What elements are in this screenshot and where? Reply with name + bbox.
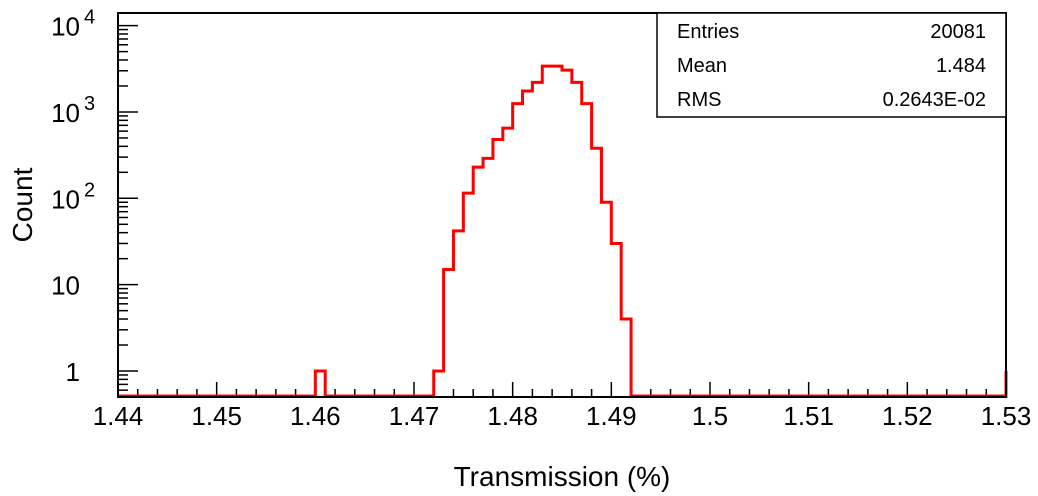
plot-frame bbox=[117, 12, 1007, 398]
stats-box-frame bbox=[656, 12, 1007, 118]
histogram-series bbox=[118, 64, 1008, 398]
x-tick-label: 1.51 bbox=[783, 401, 834, 431]
x-tick-label: 1.44 bbox=[93, 401, 144, 431]
stats-rms-label: RMS bbox=[677, 89, 721, 111]
y-axis-label: Count bbox=[7, 167, 38, 242]
x-tick-label: 1.5 bbox=[692, 401, 728, 431]
x-tick-label: 1.52 bbox=[882, 401, 933, 431]
stats-mean-label: Mean bbox=[677, 55, 727, 77]
x-tick-label: 1.49 bbox=[586, 401, 637, 431]
x-tick-label: 1.45 bbox=[191, 401, 242, 431]
stats-rms-value: 0.2643E-02 bbox=[883, 89, 986, 111]
y-tick-exponent: 4 bbox=[84, 7, 95, 29]
stats-entries-value: 20081 bbox=[930, 21, 986, 43]
y-tick-label: 10 bbox=[51, 98, 80, 128]
y-tick-label: 10 bbox=[51, 12, 80, 42]
x-axis-label: Transmission (%) bbox=[454, 461, 671, 492]
y-tick-label: 10 bbox=[51, 271, 80, 301]
y-tick-label: 1 bbox=[66, 357, 80, 387]
y-tick-exponent: 2 bbox=[84, 179, 95, 201]
stats-entries-label: Entries bbox=[677, 21, 739, 43]
x-tick-label: 1.53 bbox=[981, 401, 1032, 431]
y-tick-label: 10 bbox=[51, 184, 80, 214]
stats-mean-value: 1.484 bbox=[936, 55, 986, 77]
x-tick-label: 1.46 bbox=[290, 401, 341, 431]
y-tick-exponent: 3 bbox=[84, 93, 95, 115]
x-tick-labels: 1.44 1.45 1.46 1.47 1.48 1.49 1.5 1.51 1.52 1.53 bbox=[93, 401, 1032, 431]
x-tick-label: 1.48 bbox=[487, 401, 538, 431]
stats-box: Entries 20081 Mean 1.484 RMS 0.2643E-02 bbox=[656, 12, 1007, 118]
x-tick-label: 1.47 bbox=[389, 401, 440, 431]
